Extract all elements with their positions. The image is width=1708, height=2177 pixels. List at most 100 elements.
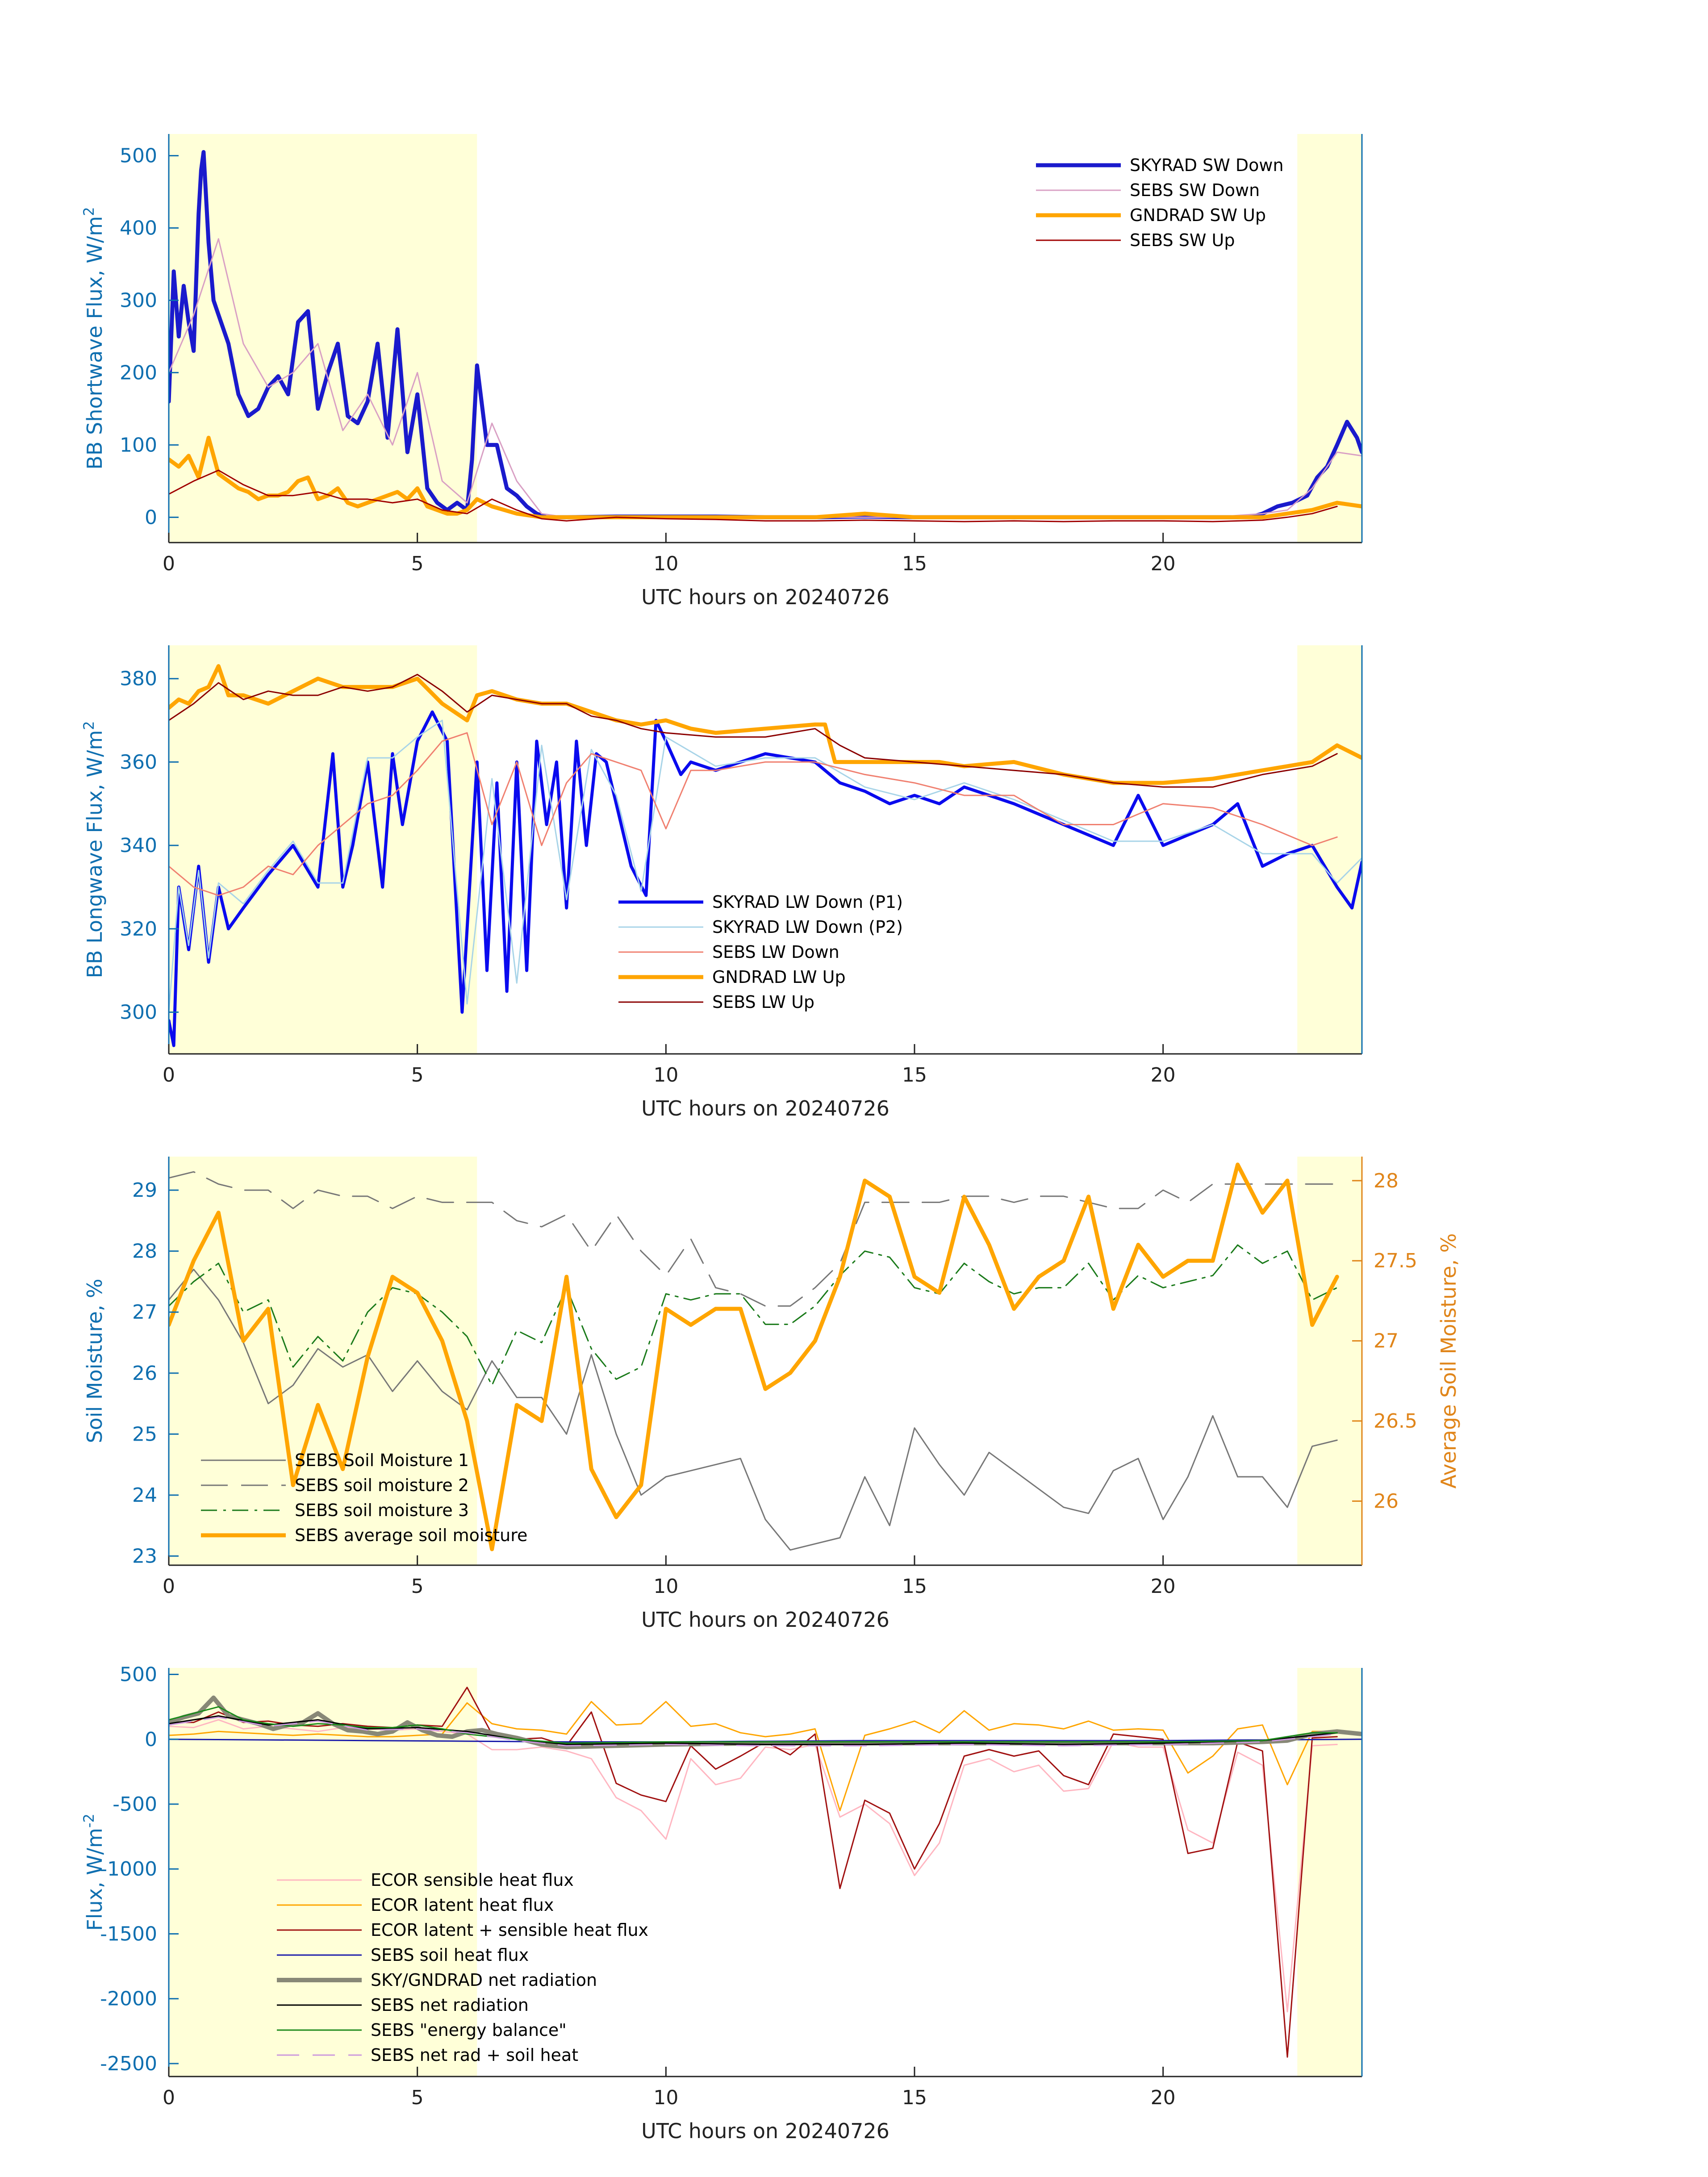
x-tick-label: 10 bbox=[653, 1575, 678, 1598]
night-shading-1 bbox=[169, 1668, 477, 2077]
y-tick-label: 23 bbox=[132, 1545, 157, 1568]
x-tick-label: 10 bbox=[653, 552, 678, 575]
y-tick-label: 26 bbox=[132, 1362, 157, 1385]
y-axis-label-text: BB Shortwave Flux, W/m bbox=[83, 216, 107, 470]
x-tick-label: 10 bbox=[653, 1064, 678, 1086]
series-line-ecor-latent-heat-flux bbox=[169, 1701, 1338, 1811]
y-tick-label: 100 bbox=[120, 434, 157, 456]
legend-label-sebs-soil-heat-flux: SEBS soil heat flux bbox=[371, 1945, 529, 1965]
y-tick-label: 380 bbox=[120, 668, 157, 690]
x-tick-label: 0 bbox=[163, 2086, 175, 2109]
y-tick-label: -2000 bbox=[100, 1988, 157, 2010]
x-axis-label: UTC hours on 20240726 bbox=[641, 2119, 889, 2143]
x-tick-label: 20 bbox=[1151, 1064, 1176, 1086]
legend-label-sebs-net-rad-soil-heat: SEBS net rad + soil heat bbox=[371, 2045, 578, 2065]
series-line-gndrad-sw-up bbox=[169, 435, 1362, 519]
night-shading-2 bbox=[1297, 1668, 1362, 2077]
series-group bbox=[169, 1687, 1362, 2058]
series-line-sebs-soil-moisture-3 bbox=[169, 1244, 1338, 1386]
series-line-sebs-soil-moisture-1 bbox=[169, 1269, 1338, 1551]
series-group bbox=[169, 150, 1362, 522]
y-tick-label: 360 bbox=[120, 751, 157, 773]
y-tick-label: 24 bbox=[132, 1484, 157, 1507]
y-tick-label: 27 bbox=[132, 1301, 157, 1324]
y-tick-label: 400 bbox=[120, 217, 157, 240]
x-tick-label: 15 bbox=[902, 2086, 927, 2109]
y-tick-label: 29 bbox=[132, 1179, 157, 1202]
night-shading-2 bbox=[1297, 134, 1362, 543]
y-tick-label: 320 bbox=[120, 918, 157, 940]
y-tick-label: 0 bbox=[145, 1728, 157, 1751]
y-axis-label-superscript: -2 bbox=[80, 1813, 97, 1828]
y-axis-label: Soil Moisture, % bbox=[83, 1279, 107, 1443]
series-line-sebs-soil-moisture-2 bbox=[169, 1171, 1338, 1307]
legend-label-skyrad-lw-down-p1: SKYRAD LW Down (P1) bbox=[712, 892, 903, 912]
x-axis-label: UTC hours on 20240726 bbox=[641, 1608, 889, 1632]
legend-label-sebs-energy-balance: SEBS "energy balance" bbox=[371, 2020, 567, 2040]
legend-label-skyrad-sw-down: SKYRAD SW Down bbox=[1130, 155, 1284, 175]
y-tick-label: -1500 bbox=[100, 1922, 157, 1945]
legend-label-skyrad-lw-down-p2: SKYRAD LW Down (P2) bbox=[712, 917, 903, 937]
legend-label-sebs-lw-up: SEBS LW Up bbox=[712, 992, 814, 1012]
y-right-tick-label: 27 bbox=[1374, 1330, 1399, 1353]
legend: SKYRAD LW Down (P1) SKYRAD LW Down (P2) SE… bbox=[618, 892, 903, 1012]
y-tick-label: 300 bbox=[120, 289, 157, 312]
y-axis-label: Flux, W/m-2 bbox=[80, 1813, 107, 1931]
x-tick-label: 20 bbox=[1151, 2086, 1176, 2109]
legend-label-gndrad-lw-up: GNDRAD LW Up bbox=[712, 967, 846, 987]
y-axis-label-text: BB Longwave Flux, W/m bbox=[83, 730, 107, 978]
y-axis-right-label: Average Soil Moisture, % bbox=[1437, 1233, 1461, 1489]
y-right-tick-label: 26 bbox=[1374, 1490, 1399, 1513]
x-tick-label: 0 bbox=[163, 1575, 175, 1598]
x-tick-label: 0 bbox=[163, 552, 175, 575]
legend-label-sky-gndrad-net-radiation: SKY/GNDRAD net radiation bbox=[371, 1970, 597, 1990]
legend-label-sebs-soil-moisture-1: SEBS Soil Moisture 1 bbox=[295, 1450, 469, 1470]
series-line-skyrad-lw-down-p2 bbox=[169, 719, 1362, 1013]
legend-label-sebs-sw-up: SEBS SW Up bbox=[1130, 230, 1235, 250]
x-tick-label: 0 bbox=[163, 1064, 175, 1086]
x-axis-label: UTC hours on 20240726 bbox=[641, 585, 889, 609]
y-tick-label: -1000 bbox=[100, 1858, 157, 1880]
x-tick-label: 5 bbox=[411, 2086, 424, 2109]
x-tick-label: 15 bbox=[902, 552, 927, 575]
series-line-ecor-latent-sensible-heat-flux bbox=[169, 1687, 1338, 2058]
legend-label-sebs-soil-moisture-3: SEBS soil moisture 3 bbox=[295, 1500, 469, 1520]
y-right-tick-label: 27.5 bbox=[1374, 1249, 1417, 1272]
series-line-skyrad-lw-down-p1 bbox=[169, 710, 1362, 1047]
x-tick-label: 5 bbox=[411, 1064, 424, 1086]
legend-label-ecor-latent-heat-flux: ECOR latent heat flux bbox=[371, 1895, 554, 1915]
x-tick-label: 20 bbox=[1151, 1575, 1176, 1598]
night-shading-2 bbox=[1297, 1157, 1362, 1565]
legend: SEBS Soil Moisture 1 SEBS soil moisture 2… bbox=[201, 1450, 527, 1545]
y-axis-label-superscript: 2 bbox=[80, 207, 97, 216]
y-tick-label: -500 bbox=[113, 1793, 157, 1816]
series-line-sebs-average-soil-moisture bbox=[169, 1162, 1339, 1551]
legend-label-gndrad-sw-up: GNDRAD SW Up bbox=[1130, 205, 1266, 225]
x-tick-label: 15 bbox=[902, 1575, 927, 1598]
y-axis-label-superscript: 2 bbox=[80, 721, 97, 730]
x-tick-label: 20 bbox=[1151, 552, 1176, 575]
chart-panel-3: 0 5 10 15 20 23 24 25 26 27 28 29 26 26.5 27 27.5 28 UTC … bbox=[83, 1157, 1461, 1632]
y-tick-label: 25 bbox=[132, 1423, 157, 1446]
legend: SKYRAD SW Down SEBS SW Down GNDRAD SW Up SE… bbox=[1036, 155, 1284, 250]
y-right-tick-label: 28 bbox=[1374, 1170, 1399, 1192]
x-tick-label: 5 bbox=[411, 1575, 424, 1598]
legend-label-ecor-latent-sensible-heat-flux: ECOR latent + sensible heat flux bbox=[371, 1920, 648, 1940]
y-axis-label: BB Shortwave Flux, W/m2 bbox=[80, 207, 107, 469]
legend-label-ecor-sensible-heat-flux: ECOR sensible heat flux bbox=[371, 1870, 574, 1890]
y-tick-label: 28 bbox=[132, 1240, 157, 1263]
series-line-sebs-lw-up bbox=[169, 673, 1338, 788]
y-tick-label: -2500 bbox=[100, 2052, 157, 2075]
y-tick-label: 0 bbox=[145, 506, 157, 529]
legend-label-sebs-average-soil-moisture: SEBS average soil moisture bbox=[295, 1525, 527, 1545]
y-right-tick-label: 26.5 bbox=[1374, 1410, 1417, 1433]
legend-label-sebs-lw-down: SEBS LW Down bbox=[712, 942, 839, 962]
y-tick-label: 200 bbox=[120, 361, 157, 384]
night-shading-1 bbox=[169, 134, 477, 543]
legend-label-sebs-net-radiation: SEBS net radiation bbox=[371, 1995, 529, 2015]
chart-panel-4: 0 5 10 15 20 -2500 -2000 -1500 -1000 -500 0 500 UTC … bbox=[80, 1663, 1363, 2143]
y-axis-label-text: Flux, W/m bbox=[83, 1828, 107, 1931]
series-line-sebs-sw-up bbox=[169, 469, 1338, 522]
